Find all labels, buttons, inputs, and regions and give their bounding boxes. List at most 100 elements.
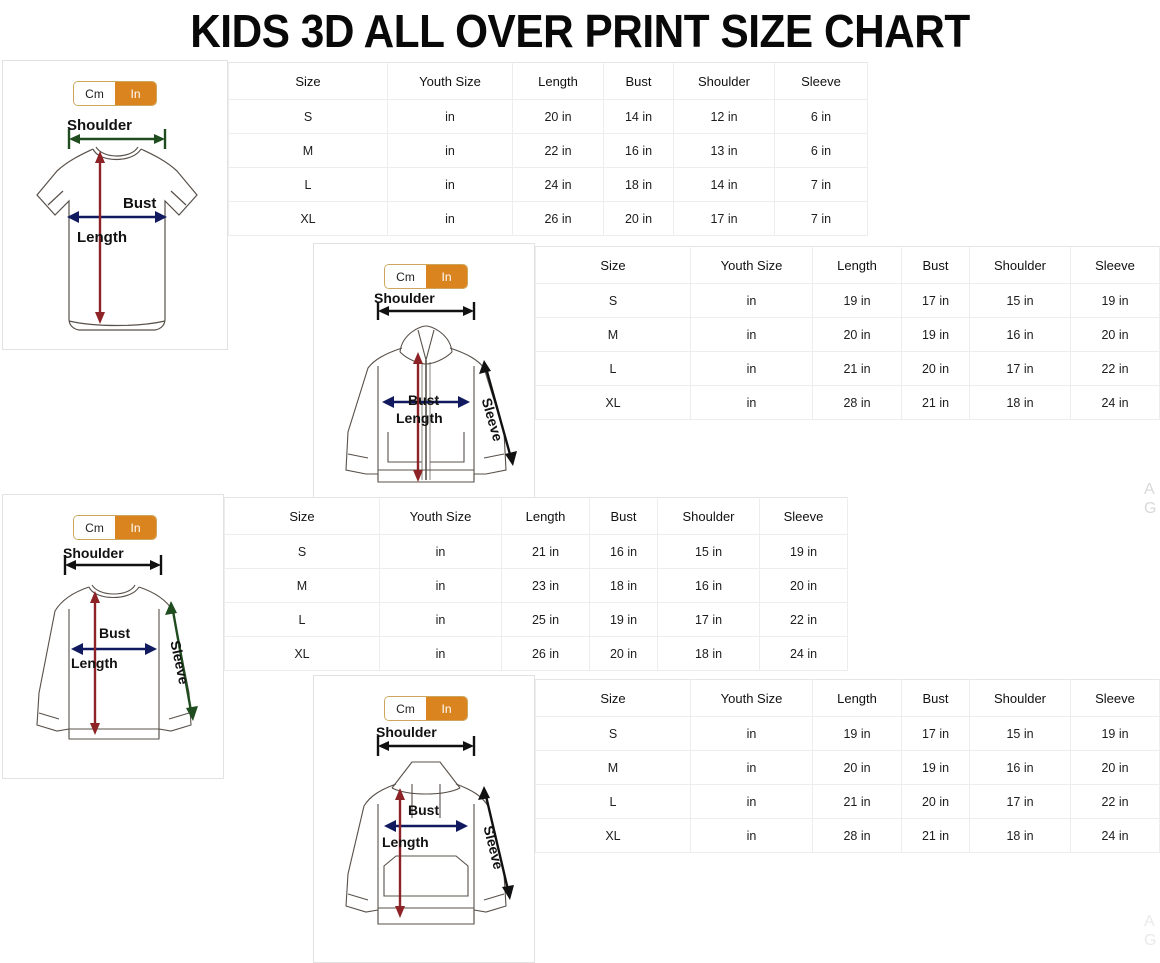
cell-youth: in [690, 385, 813, 420]
col-bust: Bust [603, 62, 674, 100]
unit-toggle-in[interactable]: In [426, 265, 467, 288]
garment-panel-pullover-hoodie: Cm In [313, 675, 535, 963]
unit-toggle-cm[interactable]: Cm [385, 265, 426, 288]
long-sleeve-diagram: Shoulder Bust Length Sleeve [11, 545, 219, 768]
watermark-line-1: A [1144, 913, 1155, 930]
unit-toggle-pullover-hoodie[interactable]: Cm In [384, 696, 468, 721]
label-shoulder: Shoulder [67, 117, 133, 134]
cell-sleeve: 20 in [759, 568, 848, 603]
cell-sleeve: 6 in [774, 99, 868, 134]
col-length: Length [812, 679, 902, 717]
table-row: S in 19 in 17 in 15 in 19 in [535, 283, 1160, 318]
label-shoulder: Shoulder [63, 545, 124, 561]
col-length: Length [812, 246, 902, 284]
cell-length: 24 in [512, 167, 604, 202]
cell-youth: in [379, 534, 502, 569]
cell-shoulder: 16 in [969, 750, 1071, 785]
unit-toggle-in[interactable]: In [115, 516, 156, 539]
watermark-bottom: A G [1144, 912, 1160, 950]
cell-length: 20 in [512, 99, 604, 134]
cell-shoulder: 13 in [673, 133, 775, 168]
unit-toggle-cm[interactable]: Cm [385, 697, 426, 720]
cell-youth: in [690, 716, 813, 751]
col-size: Size [224, 497, 380, 535]
col-sleeve: Sleeve [774, 62, 868, 100]
cell-sleeve: 6 in [774, 133, 868, 168]
cell-bust: 14 in [603, 99, 674, 134]
cell-shoulder: 17 in [969, 351, 1071, 386]
cell-bust: 16 in [603, 133, 674, 168]
tshirt-diagram: Shoulder Bust Length [15, 117, 215, 344]
cell-length: 28 in [812, 818, 902, 853]
col-bust: Bust [901, 246, 970, 284]
col-bust: Bust [589, 497, 658, 535]
col-shoulder: Shoulder [673, 62, 775, 100]
garment-panel-tshirt: Cm In [2, 60, 228, 350]
cell-size: L [535, 784, 691, 819]
col-size: Size [535, 246, 691, 284]
label-length: Length [396, 410, 443, 426]
table-row: S in 20 in 14 in 12 in 6 in [228, 99, 868, 134]
cell-bust: 17 in [901, 283, 970, 318]
label-bust: Bust [408, 392, 440, 408]
cell-bust: 19 in [901, 317, 970, 352]
cell-youth: in [379, 636, 502, 671]
cell-bust: 19 in [901, 750, 970, 785]
cell-length: 23 in [501, 568, 590, 603]
cell-sleeve: 19 in [1070, 283, 1160, 318]
table-row: M in 22 in 16 in 13 in 6 in [228, 133, 868, 168]
cell-youth: in [690, 351, 813, 386]
cell-bust: 21 in [901, 818, 970, 853]
unit-toggle-in[interactable]: In [115, 82, 156, 105]
col-shoulder: Shoulder [969, 246, 1071, 284]
unit-toggle-cm[interactable]: Cm [74, 82, 115, 105]
cell-sleeve: 7 in [774, 201, 868, 236]
col-sleeve: Sleeve [1070, 679, 1160, 717]
cell-youth: in [379, 602, 502, 637]
cell-shoulder: 18 in [657, 636, 760, 671]
cell-size: M [535, 317, 691, 352]
cell-length: 20 in [812, 750, 902, 785]
cell-bust: 20 in [901, 351, 970, 386]
unit-toggle-zip-hoodie[interactable]: Cm In [384, 264, 468, 289]
unit-toggle-long-sleeve[interactable]: Cm In [73, 515, 157, 540]
cell-shoulder: 16 in [657, 568, 760, 603]
unit-toggle-cm[interactable]: Cm [74, 516, 115, 539]
watermark-line-1: A [1144, 481, 1155, 498]
cell-bust: 17 in [901, 716, 970, 751]
garment-panel-long-sleeve: Cm In [2, 494, 224, 779]
cell-sleeve: 24 in [1070, 818, 1160, 853]
cell-length: 28 in [812, 385, 902, 420]
cell-shoulder: 17 in [969, 784, 1071, 819]
cell-youth: in [387, 99, 513, 134]
table-row: S in 19 in 17 in 15 in 19 in [535, 716, 1160, 751]
watermark-top: A G [1144, 480, 1160, 518]
col-length: Length [512, 62, 604, 100]
col-bust: Bust [901, 679, 970, 717]
watermark-line-2: G [1144, 500, 1157, 517]
cell-shoulder: 18 in [969, 385, 1071, 420]
cell-sleeve: 20 in [1070, 317, 1160, 352]
size-table-pullover-hoodie: Size Youth Size Length Bust Shoulder Sle… [535, 679, 1160, 853]
cell-length: 26 in [501, 636, 590, 671]
cell-sleeve: 19 in [759, 534, 848, 569]
cell-bust: 20 in [603, 201, 674, 236]
cell-shoulder: 15 in [657, 534, 760, 569]
unit-toggle-in[interactable]: In [426, 697, 467, 720]
cell-length: 25 in [501, 602, 590, 637]
cell-sleeve: 7 in [774, 167, 868, 202]
cell-shoulder: 14 in [673, 167, 775, 202]
size-table-long-sleeve: Size Youth Size Length Bust Shoulder Sle… [224, 497, 848, 671]
col-youth-size: Youth Size [379, 497, 502, 535]
cell-shoulder: 17 in [673, 201, 775, 236]
unit-toggle-tshirt[interactable]: Cm In [73, 81, 157, 106]
cell-youth: in [379, 568, 502, 603]
page-title: KIDS 3D ALL OVER PRINT SIZE CHART [190, 5, 970, 57]
zip-hoodie-svg [345, 302, 517, 483]
label-length: Length [71, 655, 118, 671]
label-shoulder: Shoulder [376, 724, 437, 740]
table-row: M in 23 in 18 in 16 in 20 in [224, 568, 848, 603]
cell-bust: 18 in [603, 167, 674, 202]
table-row: XL in 26 in 20 in 17 in 7 in [228, 201, 868, 236]
table-header-row: Size Youth Size Length Bust Shoulder Sle… [224, 497, 848, 535]
